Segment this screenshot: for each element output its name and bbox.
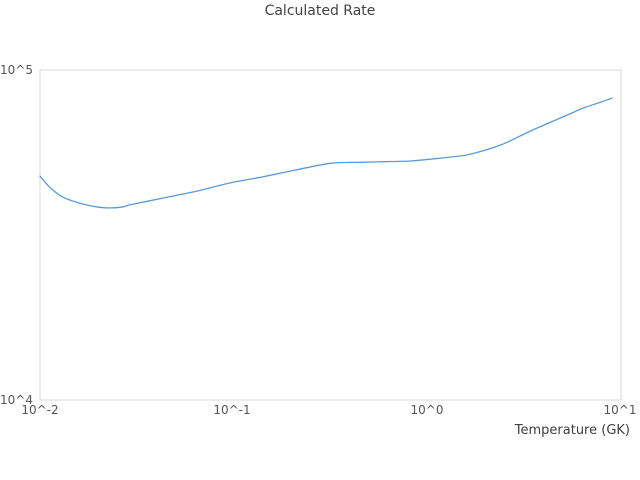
plot-area-border	[39, 69, 622, 401]
chart-title: Calculated Rate	[264, 3, 376, 19]
x-tick-label-1e0: 10^0	[410, 403, 444, 417]
rate-curve	[39, 97, 613, 209]
x-tick-label-1e-2: 10^-2	[21, 403, 59, 417]
y-tick-label-1e4: 10^4	[0, 393, 33, 407]
x-axis-title: Temperature (GK)	[514, 423, 630, 438]
x-tick-label-1e1: 10^1	[603, 403, 637, 417]
y-tick-label-1e5: 10^5	[0, 63, 33, 77]
x-tick-label-1e-1: 10^-1	[213, 403, 251, 417]
